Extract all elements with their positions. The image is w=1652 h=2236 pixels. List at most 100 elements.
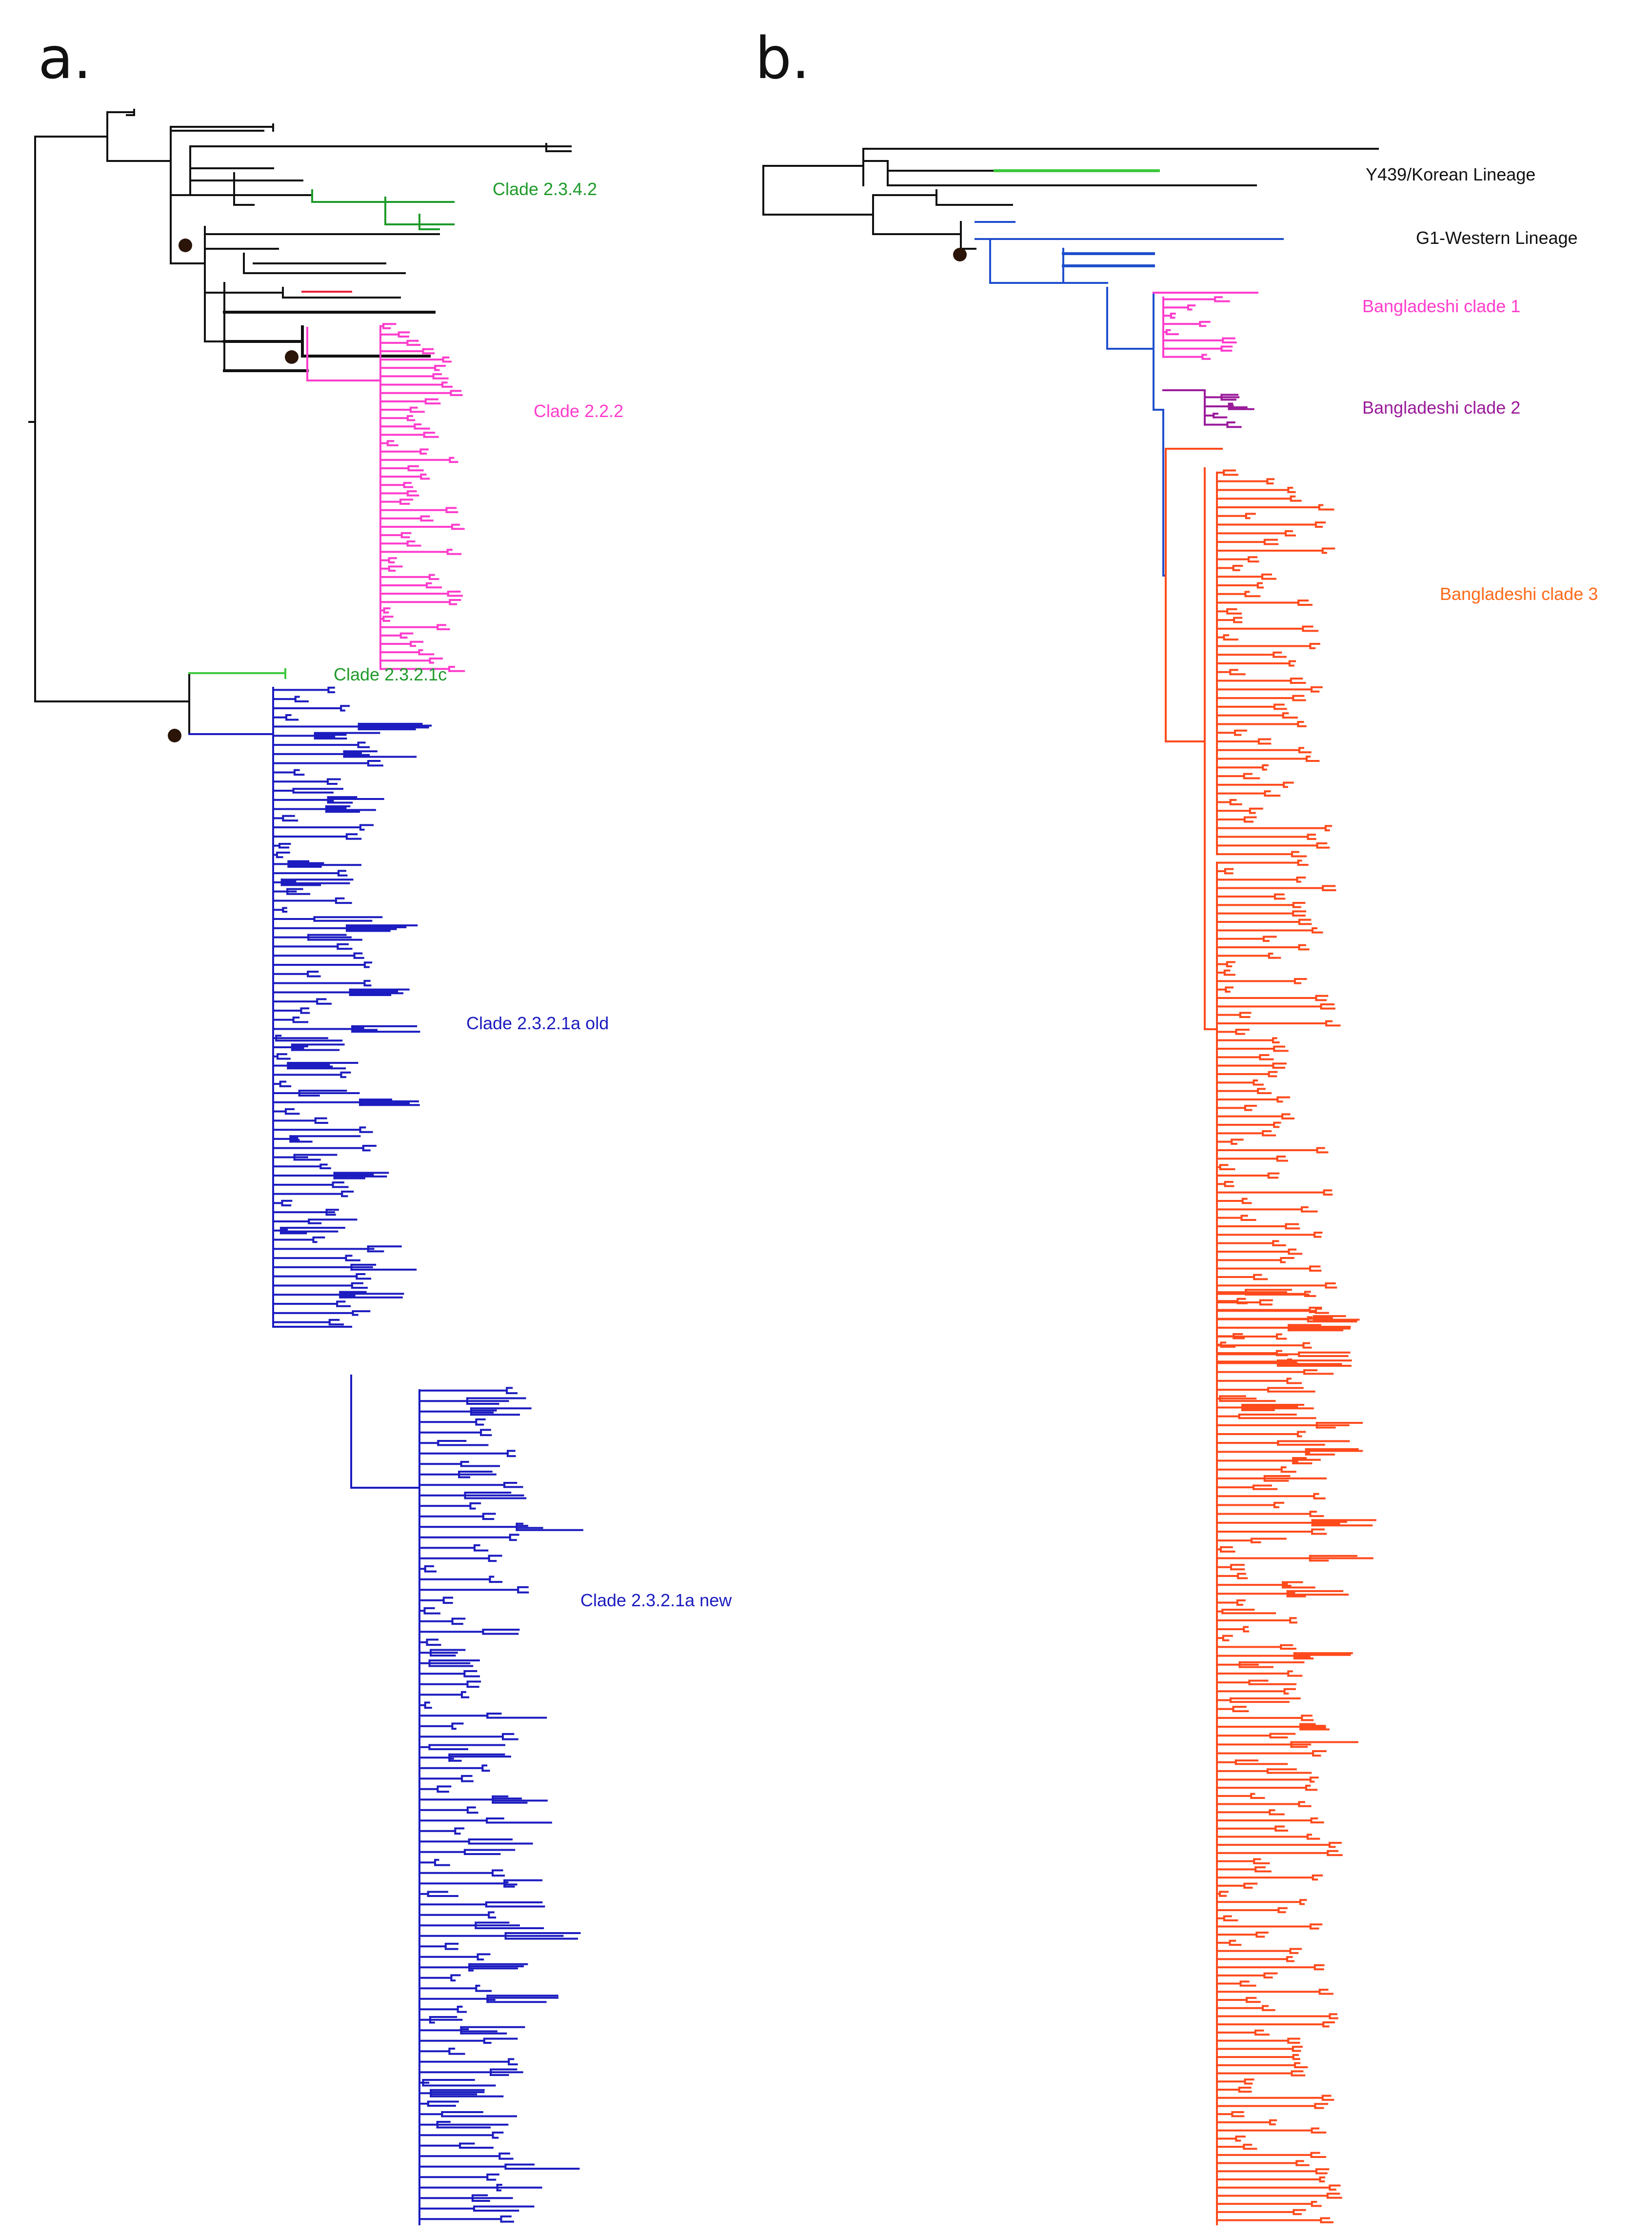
tree-branch (1289, 1948, 1302, 1954)
tree-branch (345, 1255, 360, 1261)
tree-branch (1285, 1223, 1300, 1230)
label-clade-2-3-4-2: Clade 2.3.4.2 (493, 179, 597, 199)
tree-branch (1274, 1825, 1289, 1832)
node-support-dot (168, 729, 181, 742)
tree-branch (1309, 1511, 1324, 1517)
tree-branch (442, 1597, 454, 1604)
panel-b-letter: b. (755, 24, 810, 92)
tree-branch (359, 824, 374, 831)
tree-branch (1062, 252, 1155, 267)
tree-branch (311, 189, 455, 230)
tree-branch (1245, 1996, 1261, 2003)
tree-branch (1243, 1882, 1258, 1889)
tree-branch (398, 331, 410, 338)
tree-branch (434, 1858, 450, 1866)
tree-branch (1328, 1842, 1342, 1848)
label-bangladeshi-clade-2: Bangladeshi clade 2 (1362, 398, 1520, 418)
tree-branch (1226, 961, 1235, 967)
tree-branch (350, 1375, 420, 1489)
tree-branch (1262, 1130, 1276, 1137)
tree-branch (1272, 1062, 1287, 1069)
tree-branch (429, 658, 443, 664)
tree-branch (1249, 807, 1263, 814)
tree-branch (1256, 582, 1264, 589)
tree-branch (1298, 747, 1312, 754)
tree-branch (306, 327, 381, 381)
tree-branch (279, 1080, 292, 1087)
tree-branch (432, 373, 449, 379)
tree-branch (1244, 591, 1261, 598)
tree-branch (449, 599, 461, 605)
tree-branch (1223, 634, 1238, 641)
tree-branch (1322, 885, 1336, 891)
tree-branch (1241, 1198, 1252, 1204)
tree-branch (1318, 504, 1334, 511)
tree-branch (1162, 389, 1206, 420)
tree-branch (1273, 1121, 1281, 1128)
tree-branch (460, 1691, 470, 1698)
tree-branch (1254, 1866, 1272, 1873)
tree-branch (1297, 721, 1307, 727)
tree-branch (762, 165, 874, 216)
tree-branch (1290, 678, 1306, 684)
label-clade-2-3-2-1a-new: Clade 2.3.2.1a new (580, 1590, 732, 1610)
tree-branch (451, 523, 465, 530)
tree-branch (1269, 1809, 1285, 1816)
tree-branch (293, 769, 305, 776)
tree-branch (1287, 1670, 1303, 1677)
tree-branch (1325, 1282, 1337, 1289)
tree-branch (1204, 467, 1218, 1030)
tree-branch (1309, 643, 1320, 649)
tree-branch (345, 833, 362, 840)
tree-branch (277, 1053, 291, 1060)
tree-branch (1302, 1342, 1312, 1349)
tree-branch (1240, 1215, 1256, 1221)
tree-branch (1292, 2046, 1303, 2052)
tree-branch (448, 2047, 465, 2055)
tree-panel-a (28, 109, 583, 2225)
tree-branch (444, 1942, 459, 1950)
tree-branch (1321, 2095, 1334, 2101)
label-clade-2-3-2-1c: Clade 2.3.2.1c (334, 664, 447, 684)
tree-branch (473, 1544, 489, 1552)
tree-branch (1250, 1793, 1265, 1799)
tree-branch (506, 1450, 516, 1457)
tree-branch (1329, 2013, 1338, 2019)
tree-branch (204, 282, 225, 372)
tree-branch (1223, 1915, 1238, 1921)
tree-branch (450, 390, 463, 396)
tree-branch (353, 952, 364, 959)
tree-branch (1187, 304, 1196, 311)
tree-branch (437, 1785, 452, 1793)
tree-branch (338, 870, 348, 877)
tree-branch (1292, 2054, 1300, 2060)
tree-branch (1269, 2119, 1277, 2126)
tree-branch (506, 1387, 518, 1395)
tree-branch (492, 1869, 505, 1877)
label-clade-2-2-2: Clade 2.2.2 (534, 401, 623, 421)
tree-branch (418, 649, 435, 656)
tree-branch (1282, 712, 1298, 719)
tree-branch (335, 897, 352, 904)
tree-branch (1288, 660, 1296, 667)
tree-branch (1262, 936, 1277, 942)
tree-branch (204, 287, 401, 299)
node-support-dot (953, 248, 967, 261)
tree-branch (466, 1680, 481, 1688)
tree-branch (1236, 1599, 1246, 1606)
tree-branch (1232, 565, 1243, 571)
tree-branch (388, 565, 403, 572)
tree-branch (340, 1071, 351, 1078)
tree-branch (480, 1429, 492, 1437)
tree-branch (407, 465, 424, 472)
tree-branch (388, 557, 397, 563)
label-clade-2-3-2-1a-old: Clade 2.3.2.1a old (466, 1013, 609, 1033)
tree-branch (441, 381, 453, 388)
tree-branch (1298, 918, 1312, 925)
label-bangladeshi-clade-3: Bangladeshi clade 3 (1440, 584, 1598, 604)
tree-branch (1307, 834, 1316, 840)
tree-branch (1295, 2160, 1310, 2166)
tree-branch (1288, 1248, 1303, 1255)
tree-branch (1313, 1493, 1326, 1499)
tree-branch (862, 148, 1379, 186)
